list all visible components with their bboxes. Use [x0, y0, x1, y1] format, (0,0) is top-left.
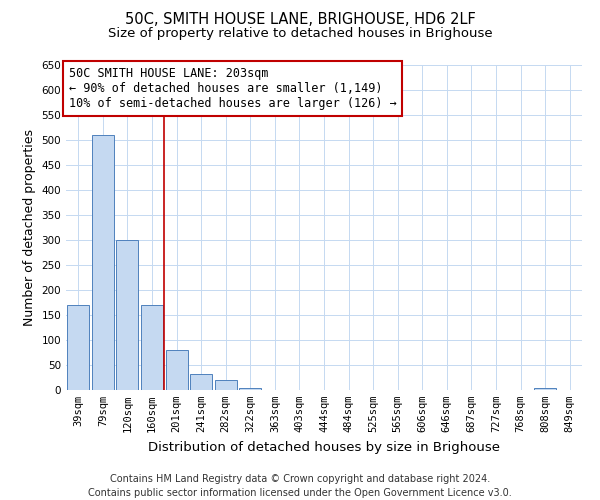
Bar: [116, 240, 139, 390]
Bar: [166, 350, 188, 390]
X-axis label: Distribution of detached houses by size in Brighouse: Distribution of detached houses by size …: [148, 440, 500, 454]
Bar: [215, 380, 237, 390]
Bar: [67, 305, 89, 390]
Bar: [190, 374, 212, 390]
Text: 50C, SMITH HOUSE LANE, BRIGHOUSE, HD6 2LF: 50C, SMITH HOUSE LANE, BRIGHOUSE, HD6 2L…: [125, 12, 475, 28]
Bar: [534, 388, 556, 390]
Text: Contains HM Land Registry data © Crown copyright and database right 2024.
Contai: Contains HM Land Registry data © Crown c…: [88, 474, 512, 498]
Bar: [92, 135, 114, 390]
Bar: [141, 305, 163, 390]
Y-axis label: Number of detached properties: Number of detached properties: [23, 129, 36, 326]
Text: 50C SMITH HOUSE LANE: 203sqm
← 90% of detached houses are smaller (1,149)
10% of: 50C SMITH HOUSE LANE: 203sqm ← 90% of de…: [68, 66, 397, 110]
Text: Size of property relative to detached houses in Brighouse: Size of property relative to detached ho…: [107, 28, 493, 40]
Bar: [239, 388, 262, 390]
